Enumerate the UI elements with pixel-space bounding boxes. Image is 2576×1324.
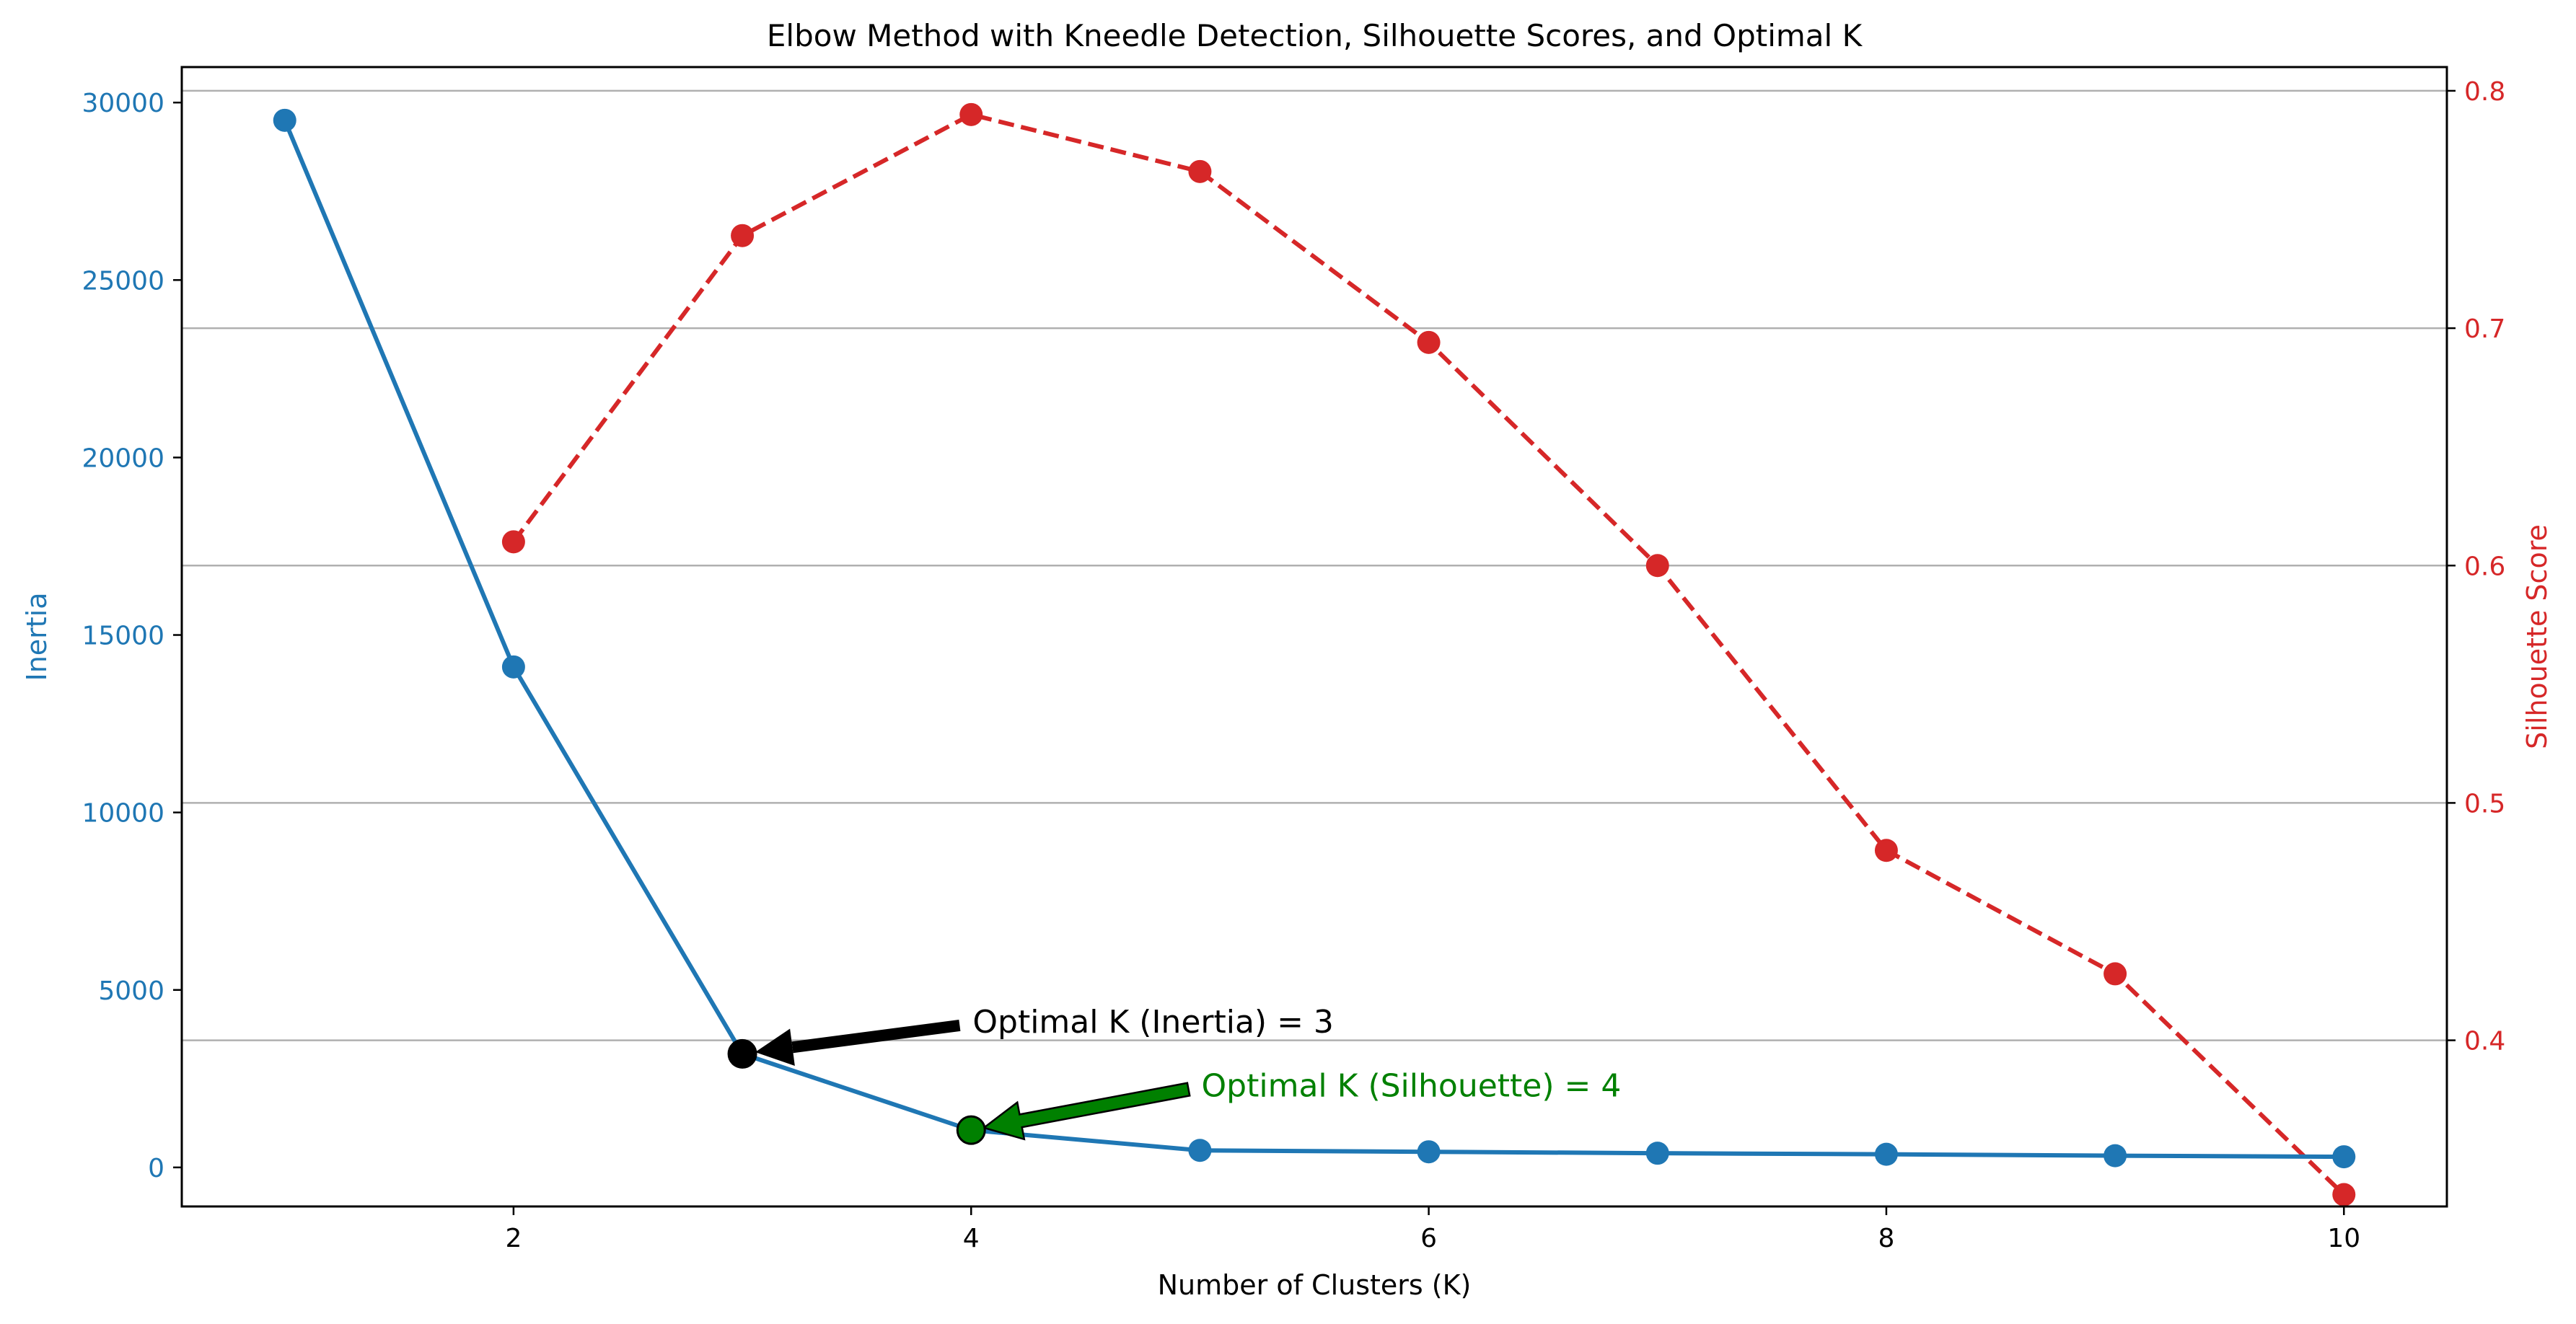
inertia-point [1188,1139,1212,1162]
silhouette-point [1188,159,1212,183]
left-tick-label: 0 [148,1154,164,1183]
plot-frame [180,66,2448,1208]
right-tick-label: 0.7 [2464,314,2505,344]
annotation-label-inertia: Optimal K (Inertia) = 3 [972,1004,1334,1041]
optimal-k-silhouette-marker [956,1115,986,1145]
left-y-axis: 0 5000 10000 15000 20000 25000 30000 [82,89,182,1183]
annotations: Optimal K (Inertia) = 3 Optimal K (Silhou… [727,1004,1622,1145]
inertia-point [2104,1144,2127,1168]
silhouette-point [501,530,525,554]
left-tick-label: 30000 [82,89,164,118]
left-tick-label: 20000 [82,443,164,473]
x-tick-label: 2 [505,1224,522,1253]
right-tick-label: 0.5 [2464,789,2505,818]
silhouette-series [501,102,2356,1206]
x-tick-label: 8 [1878,1224,1894,1253]
optimal-k-inertia-marker [727,1038,757,1069]
inertia-point [501,655,525,679]
annotation-label-silhouette: Optimal K (Silhouette) = 4 [1202,1068,1622,1105]
left-tick-label: 25000 [82,266,164,296]
inertia-line [282,119,2344,1160]
silhouette-point [1645,554,1669,578]
inertia-point [273,108,296,132]
annotation-arrow [982,1082,1191,1141]
inertia-point [1874,1142,1898,1166]
x-axis-label: Number of Clusters (K) [1158,1269,1472,1301]
silhouette-point [731,224,755,247]
chart-title: Elbow Method with Kneedle Detection, Sil… [767,18,1863,53]
right-tick-label: 0.4 [2464,1027,2505,1056]
silhouette-point [1417,330,1441,354]
left-axis-label: Inertia [21,592,53,681]
x-axis: 2 4 6 8 10 [505,1206,2360,1253]
silhouette-point [2104,962,2127,986]
silhouette-point [1874,839,1898,862]
right-y-axis: 0.4 0.5 0.6 0.7 0.8 [2447,77,2505,1056]
grid-layer [182,89,2447,1041]
silhouette-point [2332,1183,2356,1206]
annotation-arrow-shaft [791,1020,961,1054]
right-axis-label: Silhouette Score [2521,524,2553,749]
silhouette-point [959,102,983,126]
left-tick-label: 15000 [82,622,164,651]
inertia-point [1417,1140,1441,1164]
inertia-point [1645,1142,1669,1165]
left-tick-label: 5000 [98,976,164,1006]
left-tick-label: 10000 [82,799,164,829]
right-tick-label: 0.6 [2464,552,2505,581]
right-tick-label: 0.8 [2464,77,2505,107]
x-tick-label: 6 [1420,1224,1437,1253]
inertia-point [2332,1145,2356,1169]
x-tick-label: 4 [963,1224,980,1253]
annotation-arrow-head [755,1028,795,1067]
x-tick-label: 10 [2327,1224,2360,1253]
inertia-series [273,108,2356,1169]
